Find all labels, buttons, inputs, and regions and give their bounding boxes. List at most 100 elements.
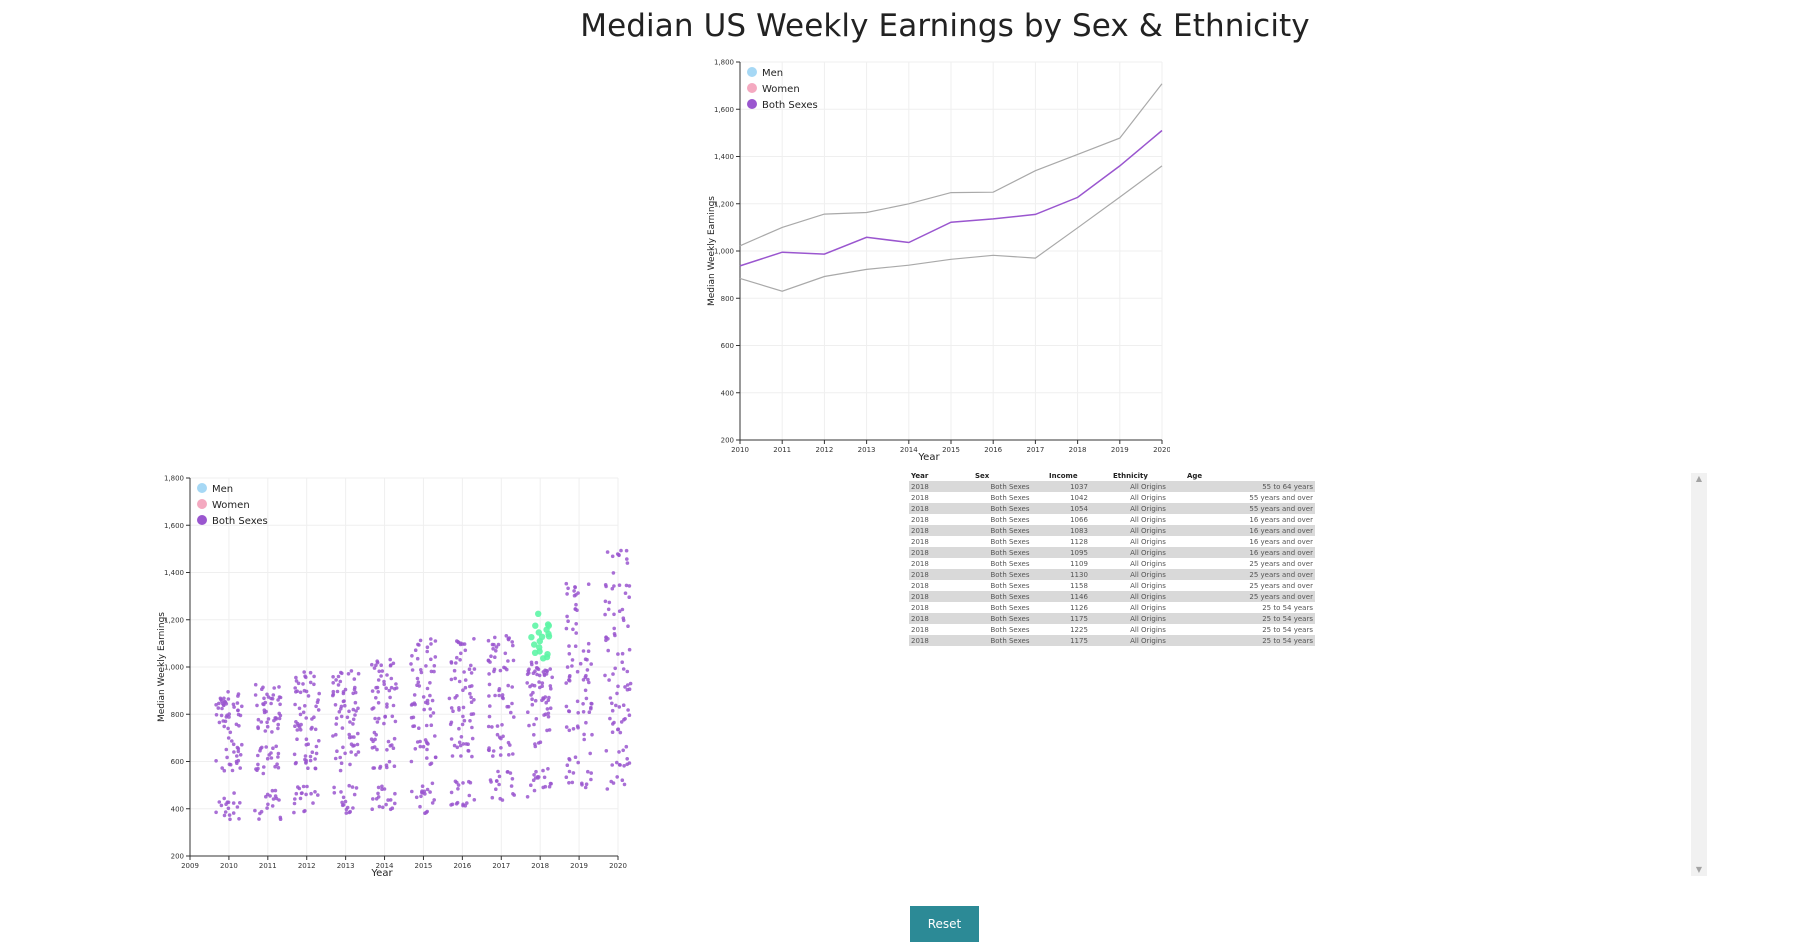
scatter-point <box>266 717 271 721</box>
table-row[interactable]: 2018 Both Sexes 1146 All Origins 25 years an… <box>909 591 1315 602</box>
col-header-sex[interactable]: Sex <box>975 471 990 480</box>
scatter-point <box>422 707 427 712</box>
table-row[interactable]: 2018 Both Sexes 1175 All Origins 25 to 54 ye… <box>909 613 1315 624</box>
scatter-point <box>616 652 620 656</box>
col-header-age[interactable]: Age <box>1187 471 1203 480</box>
table-row[interactable]: 2018 Both Sexes 1042 All Origins 55 years an… <box>909 492 1315 503</box>
scatter-point <box>338 679 343 684</box>
col-header-income[interactable]: Income <box>1049 471 1078 480</box>
col-header-year[interactable]: Year <box>911 471 929 480</box>
scatter-point <box>449 677 454 682</box>
scatter-point <box>374 685 378 690</box>
table-row[interactable]: 2018 Both Sexes 1225 All Origins 25 to 54 ye… <box>909 624 1315 635</box>
scatter-point <box>506 683 511 688</box>
scatter-point <box>238 713 243 718</box>
x-tick-label: 2015 <box>942 446 960 454</box>
scatter-point <box>235 701 240 705</box>
scatter-point <box>506 659 510 663</box>
scatter-point <box>497 693 502 698</box>
table-row[interactable]: 2018 Both Sexes 1128 All Origins 16 years an… <box>909 536 1315 547</box>
cell-year: 2018 <box>909 503 973 514</box>
scatter-point <box>377 716 381 721</box>
scatter-point <box>429 669 434 674</box>
scatter-point <box>388 798 393 802</box>
scatter-point <box>612 584 616 588</box>
scatter-point <box>226 690 230 694</box>
scatter-point <box>303 754 308 758</box>
scatter-point <box>575 669 580 674</box>
scatter-point <box>493 655 497 659</box>
scatter-point <box>317 691 321 696</box>
scatter-point <box>581 649 586 653</box>
scatter-point <box>297 725 302 729</box>
cell-ethnicity: All Origins <box>1111 635 1185 646</box>
scroll-up-icon[interactable]: ▲ <box>1695 474 1703 483</box>
scatter-point <box>423 738 428 742</box>
scatter-point <box>373 716 377 721</box>
table-row[interactable]: 2018 Both Sexes 1066 All Origins 16 years an… <box>909 514 1315 525</box>
scatter-point <box>574 622 578 626</box>
table-row[interactable]: 2018 Both Sexes 1083 All Origins 16 years an… <box>909 525 1315 536</box>
scatter-point <box>332 785 336 790</box>
scatter-point <box>488 660 492 664</box>
scatter-point <box>583 675 588 679</box>
scatter-point <box>615 760 619 765</box>
scatter-point <box>371 797 375 801</box>
scatter-point <box>351 806 355 810</box>
y-tick-label: 800 <box>171 711 184 719</box>
scatter-point <box>370 807 374 811</box>
scatter-point <box>256 762 260 767</box>
scatter-point <box>316 698 320 702</box>
scatter-point <box>610 730 615 734</box>
scatter-point <box>457 740 462 745</box>
reset-button[interactable]: Reset <box>910 906 979 942</box>
scatter-point <box>617 763 622 767</box>
scatter-point <box>226 736 231 740</box>
table-row[interactable]: 2018 Both Sexes 1158 All Origins 25 years an… <box>909 580 1315 591</box>
table-row[interactable]: 2018 Both Sexes 1037 All Origins 55 to 64 ye… <box>909 481 1315 492</box>
scatter-point <box>574 631 578 635</box>
scatter-point <box>495 724 500 728</box>
table-row[interactable]: 2018 Both Sexes 1126 All Origins 25 to 54 ye… <box>909 602 1315 613</box>
scatter-point <box>343 703 347 708</box>
scatter-point <box>456 783 461 787</box>
x-tick-label: 2011 <box>773 446 791 454</box>
scatter-point <box>352 792 357 797</box>
cell-income: 1066 <box>1070 515 1088 524</box>
scatter-point <box>469 700 474 704</box>
scatter-point <box>376 785 381 790</box>
scatter-point <box>334 722 338 726</box>
scatter-point <box>419 670 424 675</box>
table-row[interactable]: 2018 Both Sexes 1095 All Origins 16 years an… <box>909 547 1315 558</box>
scatter-point <box>548 706 553 710</box>
data-table-container: Year Sex Income Ethnicity Age 2018 Both S… <box>909 470 1319 646</box>
highlighted-point <box>528 634 535 641</box>
scatter-point <box>510 777 515 781</box>
cell-year: 2018 <box>909 481 973 492</box>
scatter-point <box>277 685 281 689</box>
scatter-point <box>270 804 275 808</box>
scatter-point <box>531 690 535 695</box>
table-row[interactable]: 2018 Both Sexes 1109 All Origins 25 years an… <box>909 558 1315 569</box>
x-tick-label: 2015 <box>415 862 433 870</box>
x-tick-label: 2012 <box>298 862 316 870</box>
scatter-point <box>617 583 622 587</box>
table-row[interactable]: 2018 Both Sexes 1175 All Origins 25 to 54 ye… <box>909 635 1315 646</box>
col-header-ethnicity[interactable]: Ethnicity <box>1113 471 1148 480</box>
scatter-point <box>432 669 436 674</box>
scatter-point <box>499 746 503 750</box>
table-row[interactable]: 2018 Both Sexes 1130 All Origins 25 years an… <box>909 569 1315 580</box>
legend-swatch <box>747 99 757 109</box>
scatter-point <box>530 683 534 687</box>
scatter-point <box>392 764 397 768</box>
table-scrollbar[interactable]: ▲ ▼ <box>1691 473 1707 876</box>
scroll-down-icon[interactable]: ▼ <box>1695 865 1703 874</box>
scatter-point <box>611 722 615 726</box>
scatter-point <box>237 817 241 821</box>
scatter-point <box>625 557 629 561</box>
scatter-point <box>497 774 502 779</box>
scatter-point <box>304 792 308 797</box>
table-row[interactable]: 2018 Both Sexes 1054 All Origins 55 years an… <box>909 503 1315 514</box>
scatter-point <box>470 725 474 730</box>
scatter-point <box>542 775 547 780</box>
